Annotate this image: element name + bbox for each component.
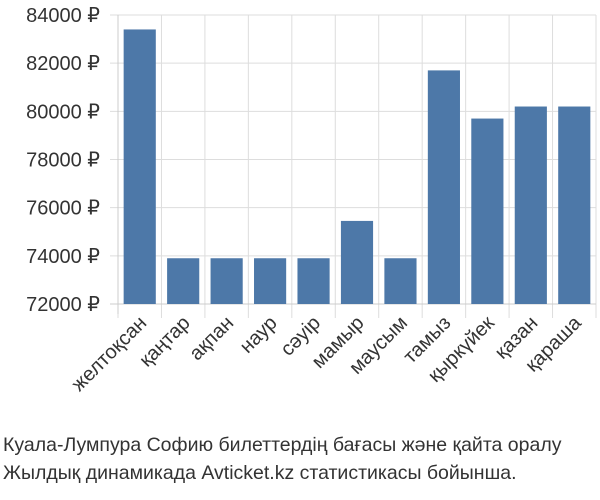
y-tick-label: 74000 ₽ (26, 246, 100, 268)
y-tick-label: 82000 ₽ (26, 53, 100, 75)
caption-line-1: Куала-Лумпура Софию билеттердің бағасы ж… (3, 434, 562, 456)
y-tick-labels: 72000 ₽ 74000 ₽ 76000 ₽ 78000 ₽ 80000 ₽ 82000… (26, 5, 100, 316)
x-tick-label: ақпан (185, 312, 238, 365)
bar (297, 258, 330, 304)
bar (210, 258, 243, 304)
x-tick-labels: желтоқсанқаңтарақпаннаурсәуірмамырмаусым… (67, 311, 586, 395)
bar (514, 106, 547, 305)
x-tick-label: наур (236, 312, 282, 358)
caption-line-2: Жылдық динамикада Avticket.kz статистика… (3, 462, 517, 484)
y-tick-label: 72000 ₽ (26, 294, 100, 316)
bar (340, 220, 374, 304)
bar (384, 258, 417, 304)
grid-lines (110, 14, 597, 318)
bar (123, 29, 156, 304)
bar (471, 118, 504, 304)
bar (427, 70, 460, 305)
bar (167, 258, 200, 304)
y-tick-label: 80000 ₽ (26, 101, 100, 123)
y-tick-label: 76000 ₽ (26, 198, 100, 220)
y-tick-label: 84000 ₽ (26, 5, 100, 27)
bars (123, 29, 591, 305)
y-tick-label: 78000 ₽ (26, 150, 100, 172)
bar (558, 106, 591, 305)
bar (254, 258, 287, 304)
bar-chart: 72000 ₽ 74000 ₽ 76000 ₽ 78000 ₽ 80000 ₽ 82000… (26, 5, 597, 396)
